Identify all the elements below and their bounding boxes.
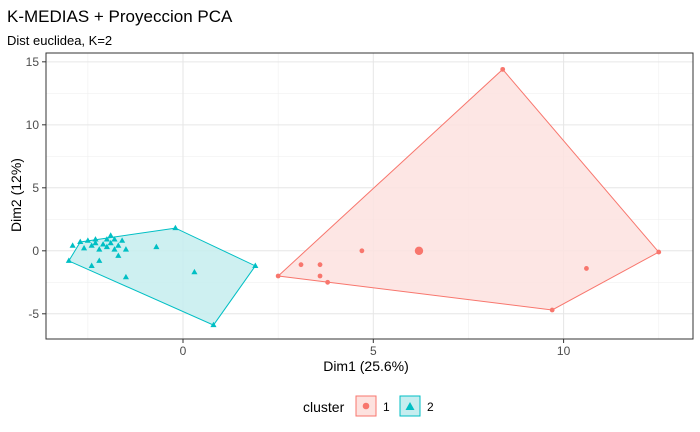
cluster-1-point: [325, 279, 331, 285]
cluster-2-point: [107, 239, 114, 246]
cluster-2-point: [88, 242, 95, 248]
cluster-2-point: [92, 236, 99, 242]
cluster-2-point: [100, 241, 107, 247]
cluster-1-point: [317, 262, 323, 268]
plot-panel: [45, 52, 694, 340]
cluster-2-point: [122, 246, 129, 252]
cluster-1-point: [298, 262, 304, 268]
cluster-2-point: [77, 238, 84, 245]
cluster-1-point: [500, 66, 506, 72]
cluster-2-point: [103, 236, 110, 242]
cluster-2-point: [172, 224, 179, 231]
cluster-2-point: [92, 239, 99, 246]
cluster-2-point: [111, 246, 118, 252]
cluster-2-point: [119, 237, 126, 243]
cluster-2-point: [210, 321, 217, 328]
cluster-1-point: [656, 249, 662, 255]
cluster-2-point: [122, 273, 129, 280]
cluster-2-point: [80, 244, 88, 251]
cluster-1-hull: [277, 68, 660, 311]
cluster-2-point: [69, 242, 76, 248]
cluster-2-point: [96, 257, 103, 263]
cluster-2-point: [115, 252, 122, 258]
cluster-2-point: [191, 268, 198, 275]
y-tick-label: 0: [32, 244, 39, 258]
cluster-2-point: [252, 262, 259, 268]
cluster-1-point: [584, 266, 589, 271]
legend-marker-2: [405, 402, 415, 410]
cluster-2-hull: [68, 227, 257, 326]
cluster-2-point: [65, 257, 72, 263]
legend-title: cluster: [303, 399, 345, 415]
cluster-2-point: [96, 246, 103, 252]
cluster-2-point: [111, 236, 118, 242]
y-axis-label: Dim2 (12%): [8, 158, 24, 232]
cluster-2-point: [103, 243, 110, 250]
legend-label-1: 1: [383, 400, 390, 414]
y-tick-label: -5: [28, 307, 39, 321]
cluster-1-point: [359, 248, 365, 254]
cluster-1-centroid: [414, 246, 424, 256]
x-tick-label: 10: [557, 344, 571, 358]
cluster-1-point: [549, 307, 555, 313]
y-tick-label: 5: [32, 181, 39, 195]
x-axis-label: Dim1 (25.6%): [323, 358, 409, 374]
cluster-1-point: [275, 273, 281, 279]
legend: cluster 1 2: [303, 395, 434, 417]
cluster-2-point: [107, 232, 114, 238]
panel-border: [45, 52, 694, 340]
cluster-2-point: [88, 262, 95, 268]
legend-marker-1: [362, 402, 370, 410]
x-tick-label: 0: [180, 344, 187, 358]
cluster-1-point: [317, 273, 323, 279]
y-tick-label: 15: [26, 55, 40, 69]
cluster-2-point: [115, 242, 122, 248]
cluster-2-point: [153, 243, 160, 250]
chart-title: K-MEDIAS + Proyeccion PCA: [7, 7, 233, 26]
chart-subtitle: Dist euclidea, K=2: [7, 33, 112, 48]
cluster-2-point: [84, 237, 91, 243]
x-tick-label: 5: [370, 344, 377, 358]
y-tick-label: 10: [26, 118, 40, 132]
legend-label-2: 2: [427, 400, 434, 414]
